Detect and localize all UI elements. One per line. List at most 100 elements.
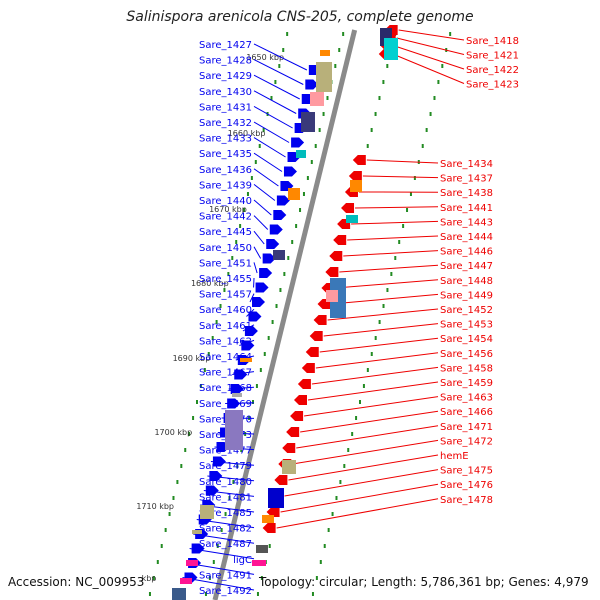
forward-gene-arrow [273,210,287,220]
reverse-gene-arrow [282,443,296,453]
gc-track-right-dot [359,400,361,404]
gc-track-right-dot [421,144,424,148]
gene-label-right: Sare_1421 [466,51,519,62]
gene-label-left: Sare_1487 [199,539,252,550]
feature-block [350,180,362,192]
gene-label-right: Sare_1459 [440,378,493,389]
gene-leader-right [351,220,439,225]
gc-track-right-dot [425,128,428,132]
gene-leader-right [307,381,439,401]
gc-track-inner-left-dot [287,256,290,260]
gene-label-left: Sare_1460 [199,305,252,316]
gene-leader-left [253,230,265,245]
gc-track-right-dot [413,176,416,180]
reverse-gene-arrow [301,363,315,373]
gc-track-inner-right-dot [382,80,385,84]
gc-track-inner-left-dot [263,352,266,356]
gc-track-right-dot [409,192,412,196]
forward-gene-arrow [212,456,226,467]
gc-track-inner-left-dot [208,576,211,580]
genome-backbone [212,29,358,600]
feature-block [256,545,268,553]
gc-track-right-dot [339,480,342,484]
gene-label-left: Sare_1485 [199,508,252,519]
reverse-gene-arrow [341,203,355,213]
gene-label-left: Sare_1479 [199,461,252,472]
gc-track-inner-left-dot [216,544,219,548]
gc-track-right-dot [390,272,393,276]
reverse-gene-arrow [313,315,327,325]
feature-block [232,393,242,397]
reverse-gene-arrow [329,251,343,261]
gc-track-inner-left-dot [318,128,321,132]
gene-leader-right [276,498,439,529]
gc-track-right-dot [351,432,354,436]
gene-leader-right [398,29,465,41]
feature-block [180,578,192,584]
scale-tick-label: 1650 kbp [246,53,284,62]
gc-track-left-dot [207,352,210,356]
gene-label-right: Sare_1449 [440,290,493,301]
feature-block [172,588,186,600]
feature-block [252,560,266,566]
gc-track-inner-left-dot [228,496,231,500]
gc-track-left-dot [243,208,246,212]
gene-leader-right [366,159,439,164]
gc-track-inner-left-dot [220,528,223,532]
feature-block [200,505,214,519]
gc-track-right-dot [343,464,346,468]
gene-label-left: Sare_1461 [199,321,252,332]
gene-leader-right [280,483,439,513]
forward-gene-arrow [234,369,248,380]
gene-label-left: Sare_1457 [199,290,252,301]
reverse-gene-arrow [286,427,300,437]
gc-track-inner-left-dot [334,64,337,68]
gc-track-inner-left-dot [306,176,309,180]
gc-track-right-dot [366,368,369,372]
gene-leader-left [253,246,262,259]
reverse-gene-arrow [297,379,311,389]
gene-label-right: Sare_1454 [440,334,493,345]
reverse-gene-arrow [309,331,323,341]
gc-track-inner-right-dot [256,592,259,596]
gc-track-right-dot [319,560,322,564]
gc-track-inner-left-dot [267,336,270,340]
forward-gene-arrow [209,471,223,481]
gc-track-inner-left-dot [283,272,286,276]
gc-track-inner-left-dot [252,400,254,404]
forward-gene-arrow [230,384,244,394]
gene-label-right: Sare_1418 [466,36,519,47]
gene-label-right: Sare_1466 [440,407,493,418]
feature-block [320,50,330,56]
gc-track-left-dot [258,144,261,148]
gc-track-left-dot [215,320,218,324]
gene-leader-left [253,215,269,230]
feature-block [326,290,338,302]
gene-label-left: Sare_1477 [199,446,252,457]
gc-track-left-dot [160,544,163,548]
gene-leader-right [304,396,439,417]
gene-label-right: Sare_1422 [466,65,519,76]
gene-label-left: Sare_1468 [199,383,252,394]
gc-track-inner-left-dot [204,592,207,596]
gc-track-left-dot [196,400,198,404]
gc-track-left-dot [211,336,214,340]
gc-track-left-dot [254,160,257,164]
gc-track-inner-left-dot [236,464,239,468]
gene-leader-right [396,37,465,55]
gene-label-left: Sare_1445 [199,227,252,238]
gene-label-left: Sare_1455 [199,274,252,285]
gc-track-left-dot [184,448,187,452]
gc-track-inner-right-dot [386,64,389,68]
gc-track-left-dot [156,560,159,564]
gene-leader-left [253,262,258,274]
gc-track-left-dot [148,592,151,596]
reverse-gene-arrow [290,411,304,421]
gc-track-left-dot [246,192,249,196]
gene-leader-right [323,323,439,337]
topology-label: Topology: circular; Length: 5,786,361 bp… [259,575,589,589]
gene-label-left: Sare_1440 [199,196,252,207]
gc-track-inner-left-dot [295,224,298,228]
forward-gene-arrow [241,340,255,351]
feature-block [384,38,398,60]
